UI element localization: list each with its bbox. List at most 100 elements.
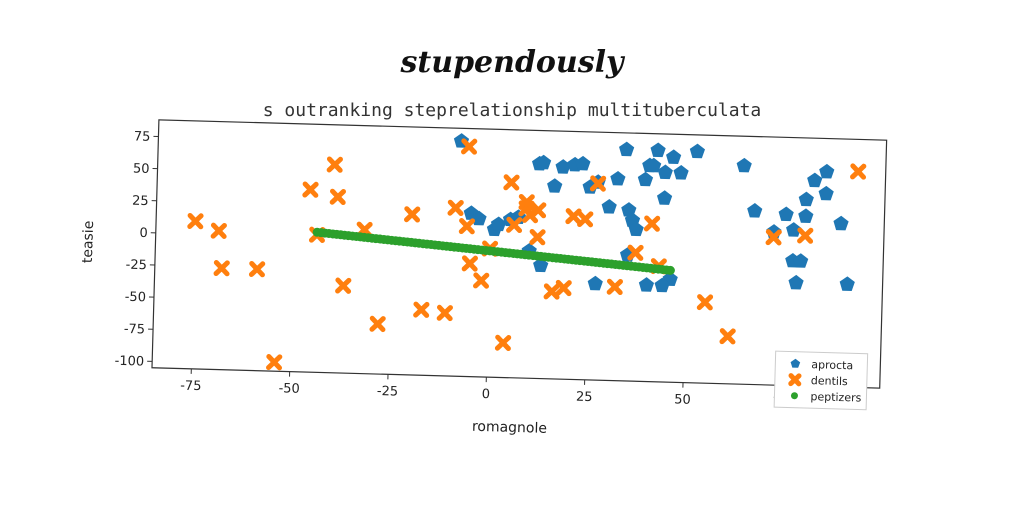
dentils-point-34 [627,244,644,261]
dentils-point-38 [719,328,736,345]
series-peptizers [312,227,675,275]
axes-frame [151,119,888,389]
legend-entry-dentils: dentils [788,373,848,388]
legend: aprocta dentils peptizers [773,350,869,411]
aprocta-point-26 [656,190,673,205]
x-tick-label-5: 50 [674,392,691,407]
supertitle: stupendously [400,45,627,80]
dentils-point-35 [643,215,661,232]
x-axis-label: romagnole [472,419,547,437]
dentils-point-28 [543,283,560,300]
dentils-point-1 [210,222,227,239]
dentils-point-16 [458,218,476,235]
aprocta-point-8 [535,154,552,170]
legend-entry-aprocta: aprocta [790,358,853,372]
plot-title: s outranking steprelationship multituber… [263,100,762,121]
dentils-point-3 [248,260,266,278]
x-tick-label-3: 0 [482,387,491,402]
legend-entry-peptizers: peptizers [790,390,862,405]
dentils-point-7 [326,156,343,173]
dentils-point-29 [555,279,572,297]
dentils-point-37 [696,294,714,311]
aprocta-point-37 [736,157,752,173]
dentils-point-17 [461,255,478,272]
dentils-point-5 [302,181,319,198]
aprocta-point-9 [547,178,563,193]
legend-label-dentils: dentils [811,374,848,388]
legend-marker-dentils-shape [788,373,802,387]
aprocta-point-28 [673,164,689,180]
dentils-point-8 [329,188,346,205]
aprocta-point-32 [638,277,655,292]
aprocta-point-42 [798,208,814,223]
legend-label-peptizers: peptizers [810,390,862,404]
aprocta-point-49 [788,274,804,290]
aprocta-point-43 [807,172,823,188]
dentils-point-2 [213,260,230,277]
aprocta-point-31 [654,277,670,293]
aprocta-point-17 [619,141,635,157]
aprocta-point-38 [747,203,763,218]
aprocta-point-47 [839,276,855,291]
dentils-point-30 [565,208,582,225]
y-tick-label-0: -100 [114,354,144,370]
y-tick-label-2: -50 [125,290,147,306]
dentils-point-31 [577,211,594,228]
aprocta-point-20 [628,221,644,237]
aprocta-point-25 [657,164,673,180]
aprocta-point-21 [637,171,654,187]
dentils-point-22 [506,216,523,234]
dentils-point-20 [494,334,512,352]
y-tick-label-6: 50 [133,161,150,176]
dentils-point-13 [413,301,430,318]
aprocta-point-46 [833,215,849,231]
y-axis-label: teasie [80,220,97,263]
aprocta-point-2 [471,210,487,226]
aprocta-point-12 [575,155,591,171]
dentils-point-26 [530,202,547,219]
aprocta-point-29 [689,143,706,159]
aprocta-point-15 [601,198,617,214]
y-tick-label-4: 0 [139,226,148,241]
dentils-point-40 [797,227,814,244]
y-tick-label-7: 75 [134,129,151,144]
aprocta-point-48 [798,191,814,207]
dentils-point-42 [461,138,478,155]
dentils-point-39 [765,229,782,246]
x-tick-label-2: -25 [377,384,399,400]
aprocta-point-45 [819,163,835,179]
aprocta-point-51 [793,253,809,268]
aprocta-point-44 [818,185,834,201]
legend-label-aprocta: aprocta [811,358,853,372]
x-tick-label-1: -50 [278,381,300,397]
dentils-point-32 [589,175,607,192]
dentils-point-33 [606,278,623,296]
legend-marker-peptizers [790,392,798,400]
dentils-point-0 [187,212,204,230]
x-tick-label-0: -75 [180,379,202,395]
aprocta-point-41 [786,222,802,237]
dentils-point-21 [503,174,520,191]
aprocta-point-10 [555,159,571,174]
legend-marker-dentils [788,373,802,387]
legend-marker-aprocta-shape [790,358,801,368]
aprocta-point-34 [587,275,603,291]
legend-marker-aprocta [790,358,801,368]
aprocta-point-16 [610,171,626,186]
dentils-point-9 [335,277,352,294]
y-tick-label-3: -25 [125,258,147,274]
series-layer [187,133,867,371]
dentils-point-4 [266,354,283,371]
aprocta-point-23 [646,157,662,173]
dentils-point-12 [404,206,421,223]
aprocta-point-40 [778,206,794,222]
y-tick-label-1: -75 [124,322,146,338]
aprocta-point-4 [490,216,507,232]
peptizers-point-90 [665,265,675,275]
aprocta-point-24 [650,142,666,158]
dentils-point-41 [850,163,867,180]
dentils-point-14 [436,304,453,322]
dentils-point-11 [369,315,386,333]
